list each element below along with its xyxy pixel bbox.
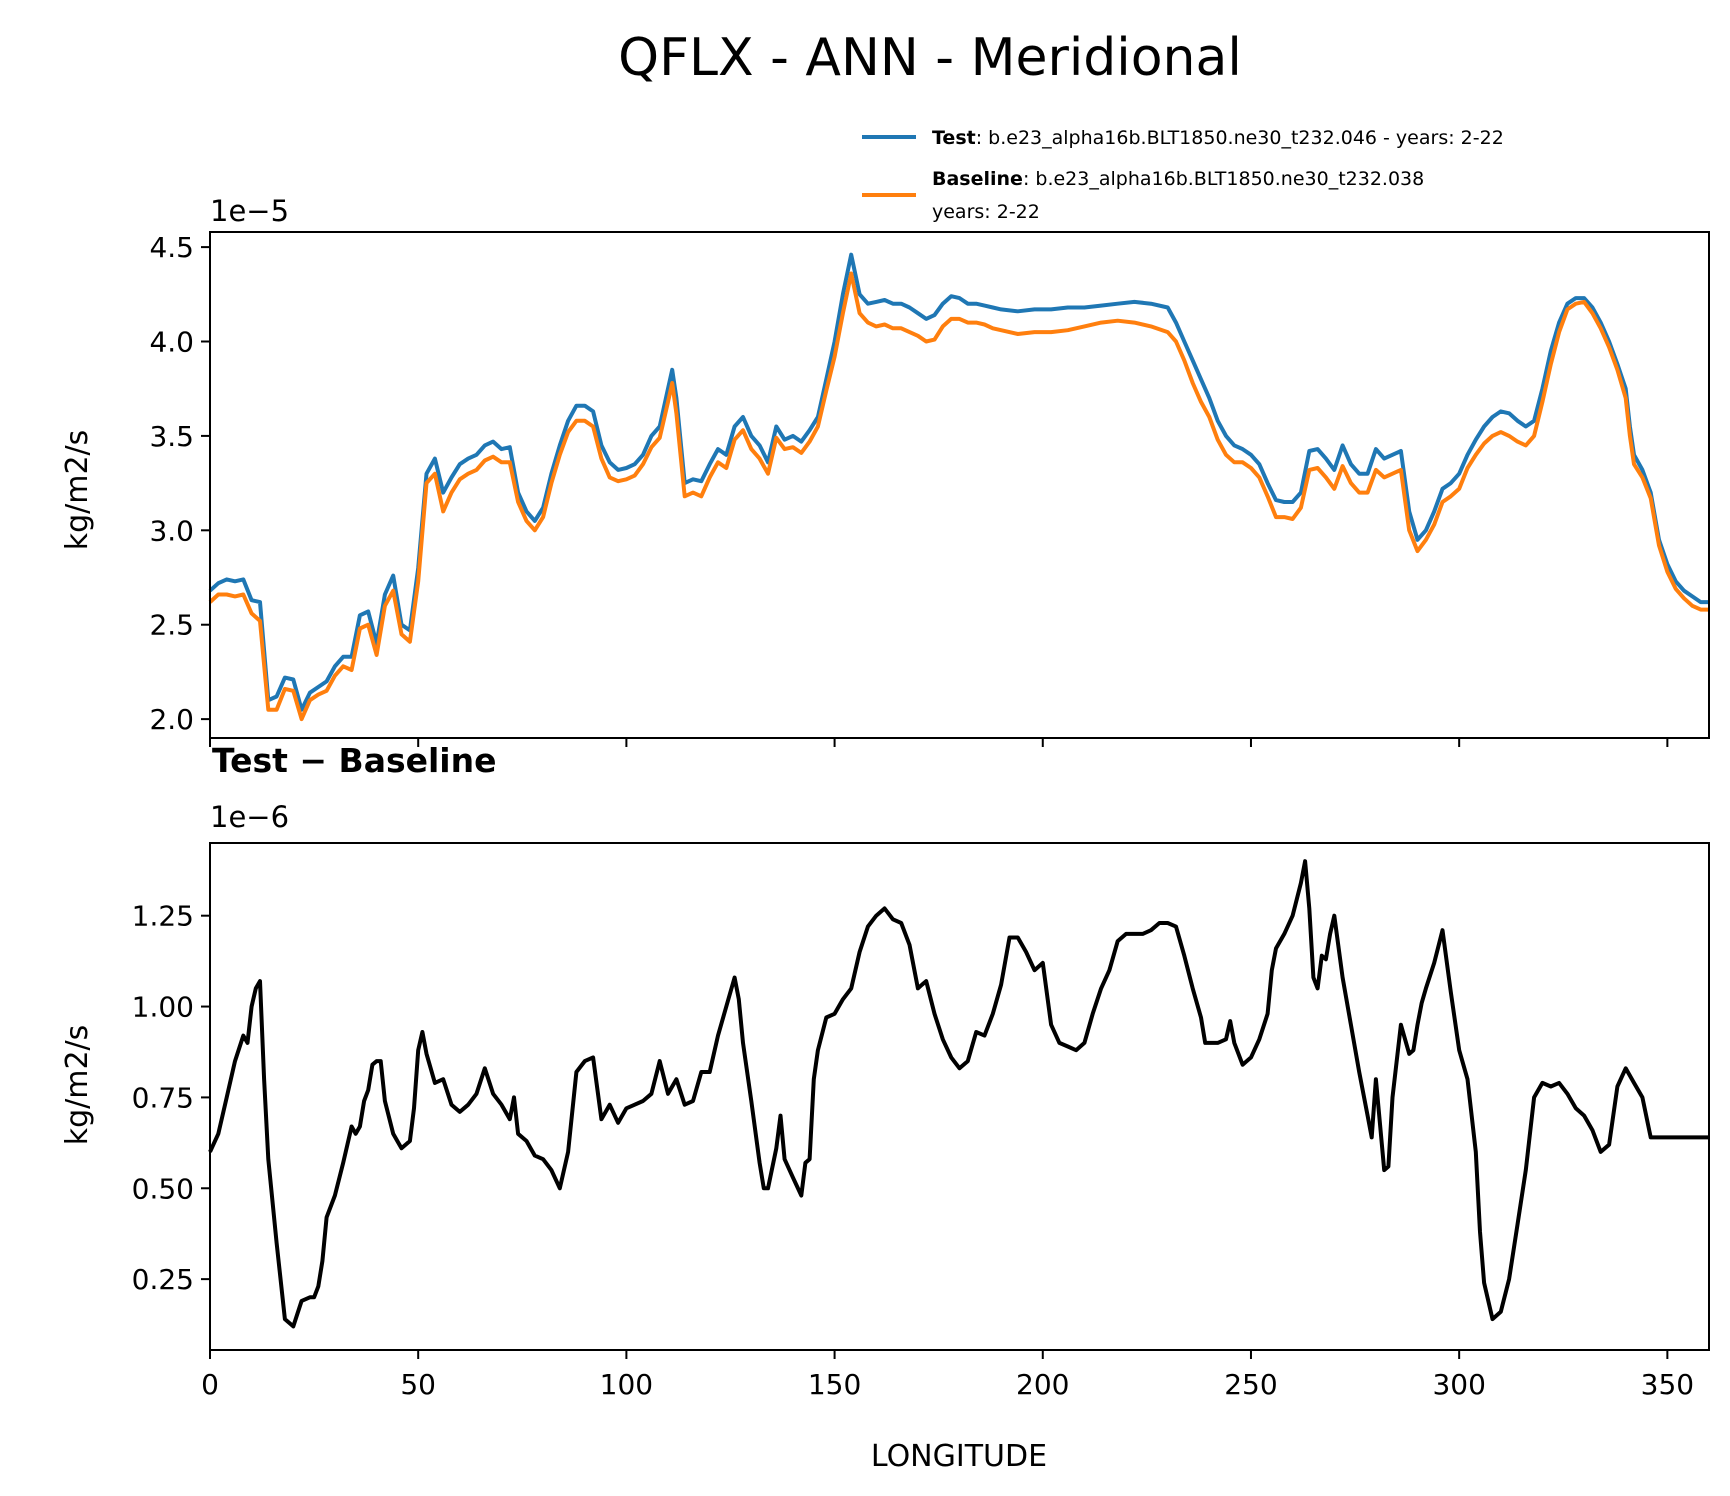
y-tick-label: 3.5 [149,420,194,453]
top-scale-label: 1e−5 [210,194,289,228]
top-plot-frame [209,231,1710,739]
legend-baseline-bold: Baseline [932,168,1023,190]
top-y-axis: 2.0 2.5 3.0 3.5 4.0 4.5 [149,231,210,736]
bottom-plot-frame [209,842,1710,1351]
x-tick-label: 200 [1016,1368,1069,1401]
legend-entry-test: Test: b.e23_alpha16b.BLT1850.ne30_t232.0… [932,127,1504,149]
y-tick-label: 2.5 [149,609,194,642]
y-tick-label: 2.0 [149,703,194,736]
x-tick-label: 100 [600,1368,653,1401]
bottom-scale-label: 1e−6 [210,800,289,834]
legend-test-bold: Test [932,127,976,149]
y-tick-label: 4.0 [149,326,194,359]
top-panel: 1e−5 kg/m2/s 2.0 2.5 3.0 3.5 4.0 4.5 [60,194,1710,747]
y-tick-label: 0.50 [132,1172,194,1205]
top-x-axis [209,738,1669,747]
x-tick-label: 350 [1641,1368,1694,1401]
legend-baseline-text2: years: 2-22 [932,201,1040,223]
bottom-x-axis: 0 50 100 150 200 250 300 350 [201,1350,1694,1401]
bottom-ylabel: kg/m2/s [60,1025,95,1146]
y-tick-label: 0.25 [132,1263,194,1296]
chart-title: QFLX - ANN - Meridional [618,28,1242,88]
diff-title: Test − Baseline [212,741,497,780]
series-line-test-baseline [208,859,1709,1329]
series-line-test [208,252,1709,712]
legend-baseline-text: : b.e23_alpha16b.BLT1850.ne30_t232.038 [1023,168,1424,190]
legend-test-text: : b.e23_alpha16b.BLT1850.ne30_t232.046 -… [976,127,1504,149]
y-tick-label: 3.0 [149,514,194,547]
bottom-panel: Test − Baseline 1e−6 kg/m2/s LONGITUDE 0… [60,741,1710,1474]
x-tick-label: 50 [400,1368,436,1401]
y-tick-label: 4.5 [149,231,194,264]
legend: Test: b.e23_alpha16b.BLT1850.ne30_t232.0… [862,127,1504,223]
y-tick-label: 0.75 [132,1081,194,1114]
x-tick-label: 150 [808,1368,861,1401]
x-tick-label: 300 [1432,1368,1485,1401]
top-ylabel: kg/m2/s [60,430,95,551]
y-tick-label: 1.00 [132,991,194,1024]
x-axis-label: LONGITUDE [871,1439,1047,1474]
legend-entry-baseline: Baseline: b.e23_alpha16b.BLT1850.ne30_t2… [932,168,1424,190]
series-line-baseline [208,271,1709,722]
top-series [208,252,1709,722]
bottom-series [208,859,1709,1329]
bottom-y-axis: 0.25 0.50 0.75 1.00 1.25 [132,900,210,1296]
x-tick-label: 0 [201,1368,219,1401]
y-tick-label: 1.25 [132,900,194,933]
x-tick-label: 250 [1224,1368,1277,1401]
